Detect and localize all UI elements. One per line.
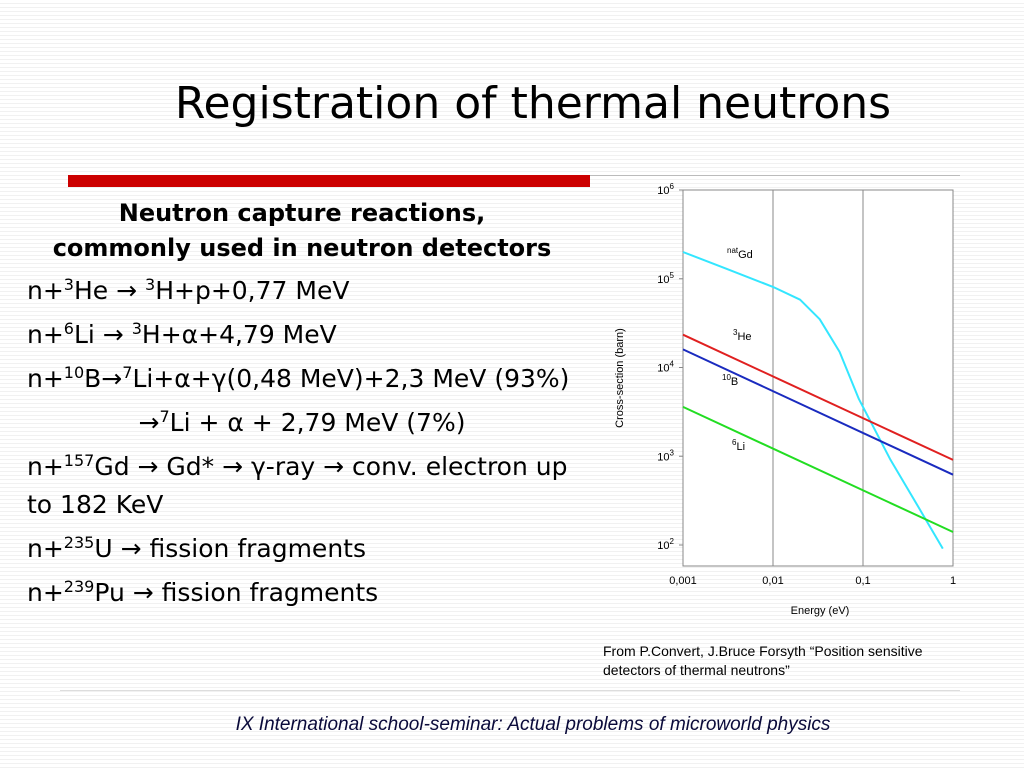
superscript: 3 [131,319,142,338]
reaction-text: n+ [27,276,64,305]
series-line [682,251,944,550]
reaction-text: n+ [27,320,64,349]
reaction-text: H+p+0,77 MeV [155,276,350,305]
tick-base: 10 [657,451,669,463]
series-name: Gd [738,249,753,261]
series-prefix: 3 [733,328,738,337]
tick-exponent: 4 [670,360,675,369]
reaction-text: Li + α + 2,79 MeV (7%) [169,408,466,437]
superscript: 7 [122,363,133,382]
y-tick-label: 103 [657,448,674,463]
superscript: 239 [63,577,95,596]
caption: From P.Convert, J.Bruce Forsyth “Positio… [603,643,923,678]
reaction-text: n+ [27,364,64,393]
superscript: 235 [63,533,95,552]
reaction-text: Li+α+γ(0,48 MeV)+2,3 MeV (93%) [132,364,570,393]
tick-exponent: 2 [670,537,675,546]
subtitle: Neutron capture reactions, commonly used… [52,199,552,262]
x-tick-label: 0,01 [762,575,783,587]
divider [590,175,960,176]
reaction: n+3He → 3H+p+0,77 MeV [27,272,577,310]
x-axis-label: Energy (eV) [791,605,850,617]
series-label: 6Li [732,438,745,453]
text-block: Neutron capture reactions, commonly used… [27,196,577,618]
reaction: n+239Pu → fission fragments [27,574,577,612]
tick-base: 10 [657,363,669,375]
footer: IX International school-seminar: Actual … [235,714,831,735]
series-label: 3He [733,328,752,343]
reaction: n+6Li → 3H+α+4,79 MeV [27,316,577,354]
reaction-text: Li → [73,320,132,349]
reaction: n+235U → fission fragments [27,530,577,568]
series-prefix: 10 [722,373,731,382]
series-label: natGd [727,246,753,261]
x-tick-label: 0,1 [855,575,870,587]
reaction-text: → [138,408,160,437]
x-tick-label: 0,001 [669,575,697,587]
reaction-text: Gd → Gd* → γ-ray → conv. electron up to … [27,452,568,519]
reaction-text: B→ [84,364,123,393]
superscript: 157 [63,451,95,470]
tick-base: 10 [657,274,669,286]
y-axis-label: Cross-section (barn) [614,328,626,428]
superscript: 7 [159,407,170,426]
tick-exponent: 6 [670,182,675,191]
reaction: →7Li + α + 2,79 MeV (7%) [27,404,577,442]
superscript: 3 [145,275,156,294]
reaction-text: U → fission fragments [94,534,366,563]
series-prefix: 6 [732,438,737,447]
series-line [682,333,954,461]
reactions: n+3He → 3H+p+0,77 MeV n+6Li → 3H+α+4,79 M… [27,272,577,612]
y-tick-label: 102 [657,537,674,552]
reaction-text: n+ [27,452,64,481]
red-bar [68,175,590,187]
series-label: 10B [722,373,738,388]
superscript: 6 [63,319,74,338]
superscript: 10 [63,363,85,382]
slide-title: Registration of thermal neutrons [174,78,892,129]
tick-exponent: 5 [670,271,675,280]
reaction-text: H+α+4,79 MeV [141,320,337,349]
series-name: He [737,331,751,343]
series-prefix: nat [727,246,739,255]
plot-area [682,189,954,567]
series-name: Li [736,441,745,453]
reaction: n+10B→7Li+α+γ(0,48 MeV)+2,3 MeV (93%) [27,360,577,398]
tick-exponent: 3 [670,448,675,457]
y-tick-label: 105 [657,271,674,286]
reaction-text: n+ [27,578,64,607]
reaction-text: He → [73,276,146,305]
y-tick-label: 104 [657,360,674,375]
tick-base: 10 [657,185,669,197]
y-tick-label: 106 [657,182,674,197]
series-name: B [731,376,738,388]
series-line [682,348,954,476]
series-line [682,405,954,533]
reaction: n+157Gd → Gd* → γ-ray → conv. electron u… [27,448,577,524]
divider [60,690,960,691]
superscript: 3 [63,275,74,294]
tick-base: 10 [657,540,669,552]
reaction-text: n+ [27,534,64,563]
reaction-text: Pu → fission fragments [94,578,379,607]
x-tick-label: 1 [950,575,956,587]
